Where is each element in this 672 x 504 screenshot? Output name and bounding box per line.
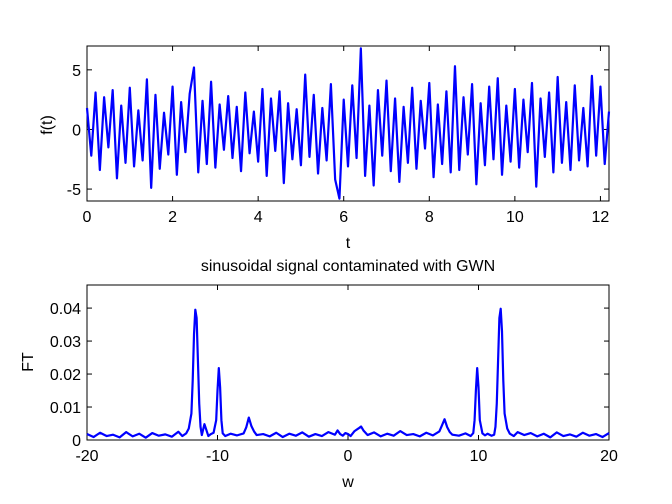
spectrum-plot-y-ticks: 0 0.01 0.02 0.03 0.04 [50, 301, 609, 450]
spectrum-plot-title: sinusoidal signal contaminated with GWN [201, 258, 495, 275]
time-plot-y-tick-label: 0 [72, 122, 81, 139]
spectrum-plot-x-tick-label: -10 [206, 448, 229, 465]
time-plot-y-tick-label: -5 [67, 182, 81, 199]
time-plot-axes: 0 2 4 6 8 10 12 -505 t f(t) [39, 45, 611, 252]
spectrum-plot-x-tick-label: 10 [470, 448, 488, 465]
time-plot-x-tick-label: 12 [592, 209, 610, 226]
time-plot-y-ticks: -5 0 5 [67, 63, 609, 199]
spectrum-plot-x-ticks: -20 -10 0 10 20 [75, 285, 618, 465]
spectrum-plot-y-tick-label: 0.04 [50, 301, 81, 318]
spectrum-plot-frame [86, 284, 610, 441]
spectrum-plot-series-line [86, 307, 610, 439]
time-plot-x-tick-label: 2 [168, 209, 177, 226]
spectrum-plot-axes: sinusoidal signal contaminated with GWN … [20, 258, 618, 491]
time-plot-series-line [85, 47, 611, 200]
time-plot-x-tick-label: 10 [506, 209, 524, 226]
time-plot-x-tick-label: 6 [339, 209, 348, 226]
spectrum-plot-x-tick-label: -20 [75, 448, 98, 465]
time-plot-x-label: t [346, 235, 351, 252]
time-plot-y-tick-label: 5 [72, 63, 81, 80]
spectrum-plot-x-tick-label: 20 [600, 448, 618, 465]
time-plot-y-label: f(t) [39, 115, 56, 135]
time-plot-x-tick-label: 0 [83, 209, 92, 226]
time-plot-x-tick-label: 4 [254, 209, 263, 226]
spectrum-plot-x-tick-label: 0 [344, 448, 353, 465]
spectrum-plot-y-tick-label: 0 [72, 433, 81, 450]
spectrum-plot-y-tick-label: 0.01 [50, 400, 81, 417]
spectrum-plot-x-label: w [341, 474, 354, 491]
time-plot-x-ticks: 0 2 4 6 8 10 12 [83, 46, 610, 226]
spectrum-plot-y-tick-label: 0.02 [50, 367, 81, 384]
spectrum-plot-y-label: FT [20, 352, 37, 372]
spectrum-plot-y-tick-label: 0.03 [50, 334, 81, 351]
time-plot-x-tick-label: 8 [425, 209, 434, 226]
